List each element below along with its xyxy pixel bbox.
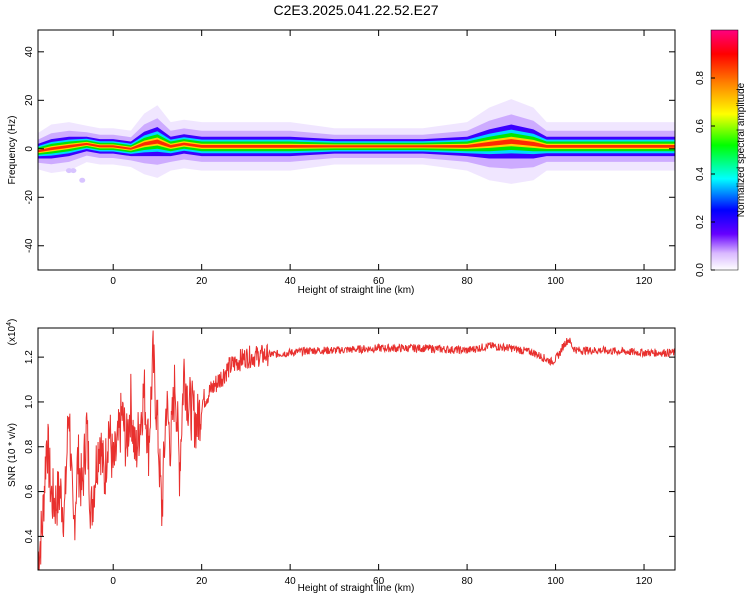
- spectrogram-x-tick-label: 20: [196, 276, 208, 287]
- spectral-blob: [79, 177, 86, 183]
- snr-plot-area: [38, 328, 675, 570]
- spectrogram-x-tick-label: 100: [547, 276, 564, 287]
- snr-y-multiplier: (x104): [6, 319, 18, 346]
- spectrogram-y-tick-label: -20: [24, 190, 35, 205]
- snr-x-tick-label: 0: [110, 576, 116, 587]
- spectrogram-x-tick-label: 40: [285, 276, 297, 287]
- colorbar-gradient: [710, 29, 739, 271]
- spectrogram-y-label: Frequency (Hz): [7, 116, 18, 185]
- spectral-blob: [70, 168, 77, 174]
- snr-x-tick-label: 100: [547, 576, 564, 587]
- spectrogram-panel: 0 20 40 60 80 100 120 -40 -20 0 20 40 Height of str…: [7, 29, 676, 296]
- colorbar: 0.0 0.2 0.4 0.6 0.8 Normalized spectral ampl…: [695, 29, 747, 277]
- snr-x-tick-label: 60: [373, 576, 385, 587]
- spectrogram-x-tick-label: 60: [373, 276, 385, 287]
- snr-y-tick-label: 0.4: [24, 529, 35, 543]
- colorbar-tick-label: 0.0: [695, 263, 706, 277]
- snr-series-line: [38, 330, 675, 570]
- colorbar-label: Normalized spectral amplitude: [736, 82, 747, 217]
- spectrogram-ticks: 0 20 40 60 80 100 120 -40 -20 0 20 40: [24, 30, 675, 287]
- snr-y-tick-label: 0.6: [24, 484, 35, 498]
- snr-x-label: Height of straight line (km): [298, 583, 415, 594]
- spectral-blob: [65, 168, 72, 174]
- snr-ticks: 0 20 40 60 80 100 120 0.4 0.6 0.8 1.0 1.2: [24, 328, 675, 587]
- spectrogram-frame: [37, 29, 676, 271]
- spectrogram-x-label: Height of straight line (km): [298, 285, 415, 296]
- colorbar-tick-label: 0.6: [695, 119, 706, 133]
- spectrogram-y-tick-label: 20: [24, 94, 35, 106]
- snr-x-tick-label: 80: [462, 576, 474, 587]
- spectrogram-y-tick-label: -40: [24, 238, 35, 253]
- spectrogram-x-tick-label: 80: [462, 276, 474, 287]
- spectrogram-y-tick-label: 40: [24, 46, 35, 58]
- figure-title: C2E3.2025.041.22.52.E27: [273, 2, 438, 18]
- spectrogram-x-tick-label: 0: [110, 276, 116, 287]
- snr-x-tick-label: 120: [636, 576, 653, 587]
- snr-y-tick-label: 0.8: [24, 439, 35, 453]
- snr-x-tick-label: 40: [285, 576, 297, 587]
- colorbar-tick-label: 0.2: [695, 215, 706, 229]
- snr-frame: [37, 327, 676, 571]
- ridge-band-6: [38, 139, 675, 153]
- snr-y-tick-label: 1.0: [24, 395, 35, 409]
- spectrogram-y-tick-label: 0: [24, 146, 35, 152]
- snr-panel: 0 20 40 60 80 100 120 0.4 0.6 0.8 1.0 1.2 Height of…: [6, 319, 676, 594]
- colorbar-ticks: 0.0 0.2 0.4 0.6 0.8: [695, 71, 715, 277]
- snr-x-tick-label: 20: [196, 576, 208, 587]
- spectrogram-ridge: [38, 99, 675, 184]
- snr-y-tick-label: 1.2: [24, 350, 35, 364]
- spectrogram-x-tick-label: 120: [636, 276, 653, 287]
- snr-y-label: SNR (10 * v/v): [7, 423, 18, 487]
- colorbar-tick-label: 0.4: [695, 167, 706, 181]
- colorbar-tick-label: 0.8: [695, 71, 706, 85]
